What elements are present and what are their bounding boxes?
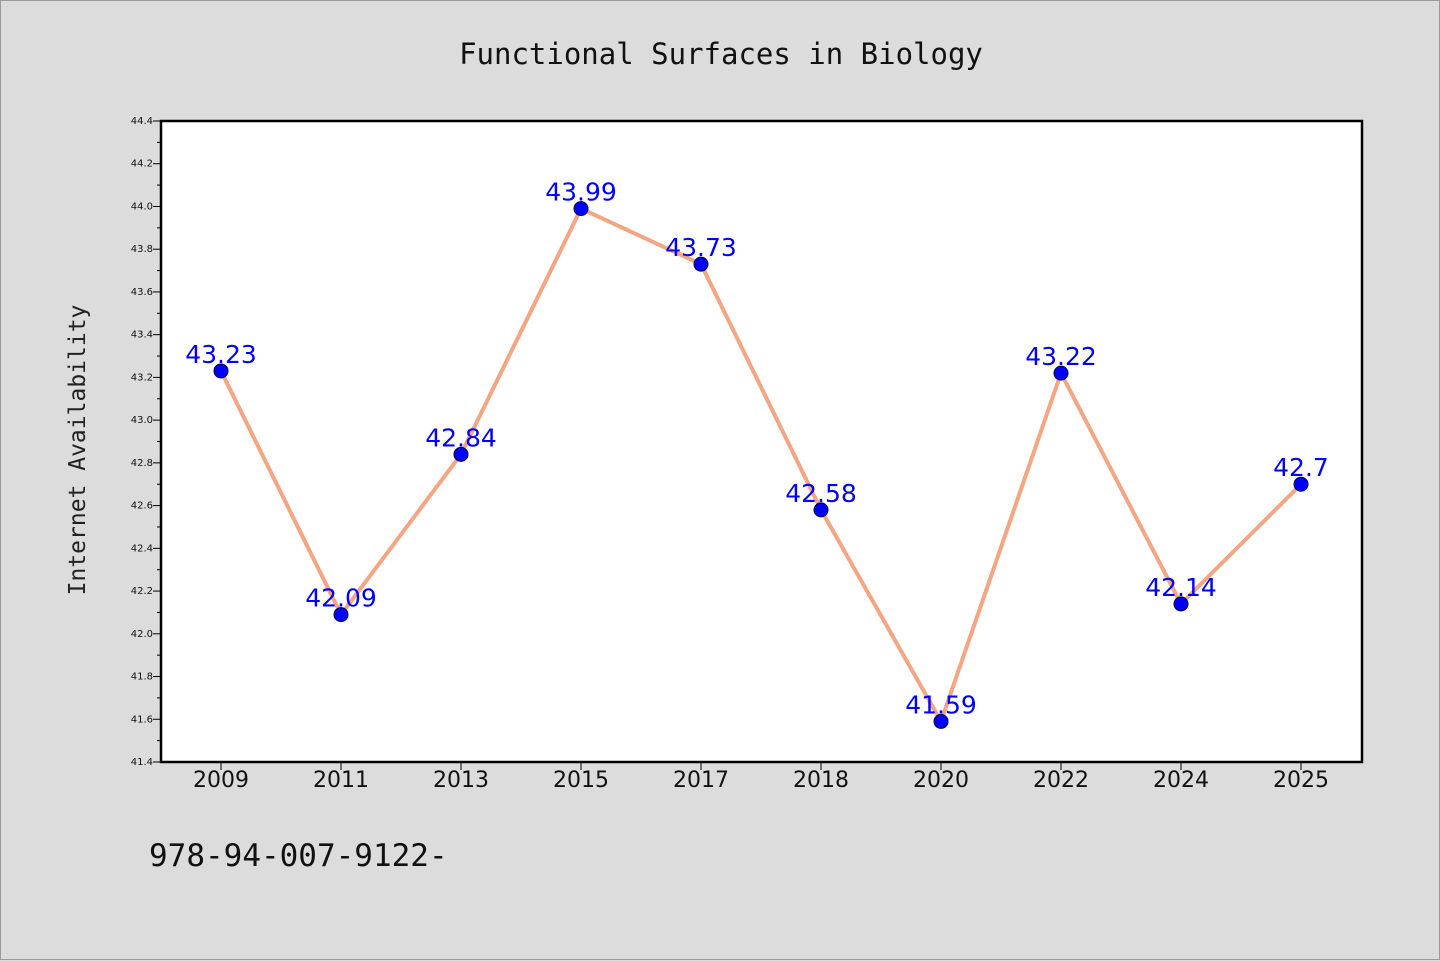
chart-title: Functional Surfaces in Biology: [459, 37, 983, 71]
data-point: [1053, 365, 1069, 381]
plot-frame: [159, 119, 1364, 764]
y-tick-label: 43.8: [131, 244, 153, 255]
x-tick-label: 2009: [193, 768, 249, 793]
x-tick-label: 2025: [1273, 768, 1329, 793]
data-point: [333, 607, 349, 623]
data-point: [573, 201, 589, 217]
data-point: [1293, 476, 1309, 492]
data-point: [213, 363, 229, 379]
plot-area: [161, 121, 1362, 762]
x-tick-label: 2022: [1033, 768, 1089, 793]
y-tick-label: 41.8: [131, 672, 153, 683]
data-label: 41.59: [905, 690, 977, 719]
data-label: 42.84: [425, 423, 497, 452]
y-tick-label: 42.0: [131, 629, 153, 640]
x-tick-label: 2018: [793, 768, 849, 793]
y-tick-label: 42.4: [131, 543, 153, 554]
x-tick-label: 2015: [553, 768, 609, 793]
data-point: [1173, 596, 1189, 612]
axis-ticks: 41.4 41.6 41.8 42.0 42.2 42.4 42.6 42.8 43.0 43.2…: [131, 116, 1329, 793]
data-labels: 43.23 42.09 42.84 43.99 43.73 42.58 41.59 43.22…: [185, 178, 1329, 720]
y-tick-label: 44.2: [131, 159, 153, 170]
x-tick-label: 2024: [1153, 768, 1209, 793]
data-label: 42.58: [785, 479, 857, 508]
y-tick-label: 42.2: [131, 586, 153, 597]
data-label: 43.23: [185, 340, 257, 369]
data-label: 42.09: [305, 584, 377, 613]
y-tick-label: 41.4: [131, 757, 153, 768]
y-tick-label: 43.4: [131, 330, 153, 341]
data-point: [813, 502, 829, 518]
x-tick-label: 2017: [673, 768, 729, 793]
x-tick-label: 2013: [433, 768, 489, 793]
series-line: [219, 206, 1303, 724]
footer-note: 978-94-007-9122-: [149, 838, 448, 874]
x-tick-label: 2020: [913, 768, 969, 793]
x-tick-label: 2011: [313, 768, 369, 793]
data-point: [693, 256, 709, 272]
data-label: 42.7: [1273, 453, 1329, 482]
y-tick-label: 44.0: [131, 201, 153, 212]
y-tick-label: 42.8: [131, 458, 153, 469]
data-point: [933, 713, 949, 729]
data-label: 43.99: [545, 178, 617, 207]
data-label: 42.14: [1145, 573, 1217, 602]
y-tick-label: 42.6: [131, 501, 153, 512]
y-tick-label: 44.4: [131, 116, 153, 127]
series-line-group: [213, 201, 1309, 729]
data-label: 43.73: [665, 233, 737, 262]
data-point: [453, 446, 469, 462]
data-label: 43.22: [1025, 342, 1097, 371]
y-axis-label: Internet Availability: [65, 305, 91, 596]
y-tick-label: 41.6: [131, 714, 153, 725]
y-tick-label: 43.0: [131, 415, 153, 426]
y-tick-label: 43.6: [131, 287, 153, 298]
y-tick-label: 43.2: [131, 372, 153, 383]
